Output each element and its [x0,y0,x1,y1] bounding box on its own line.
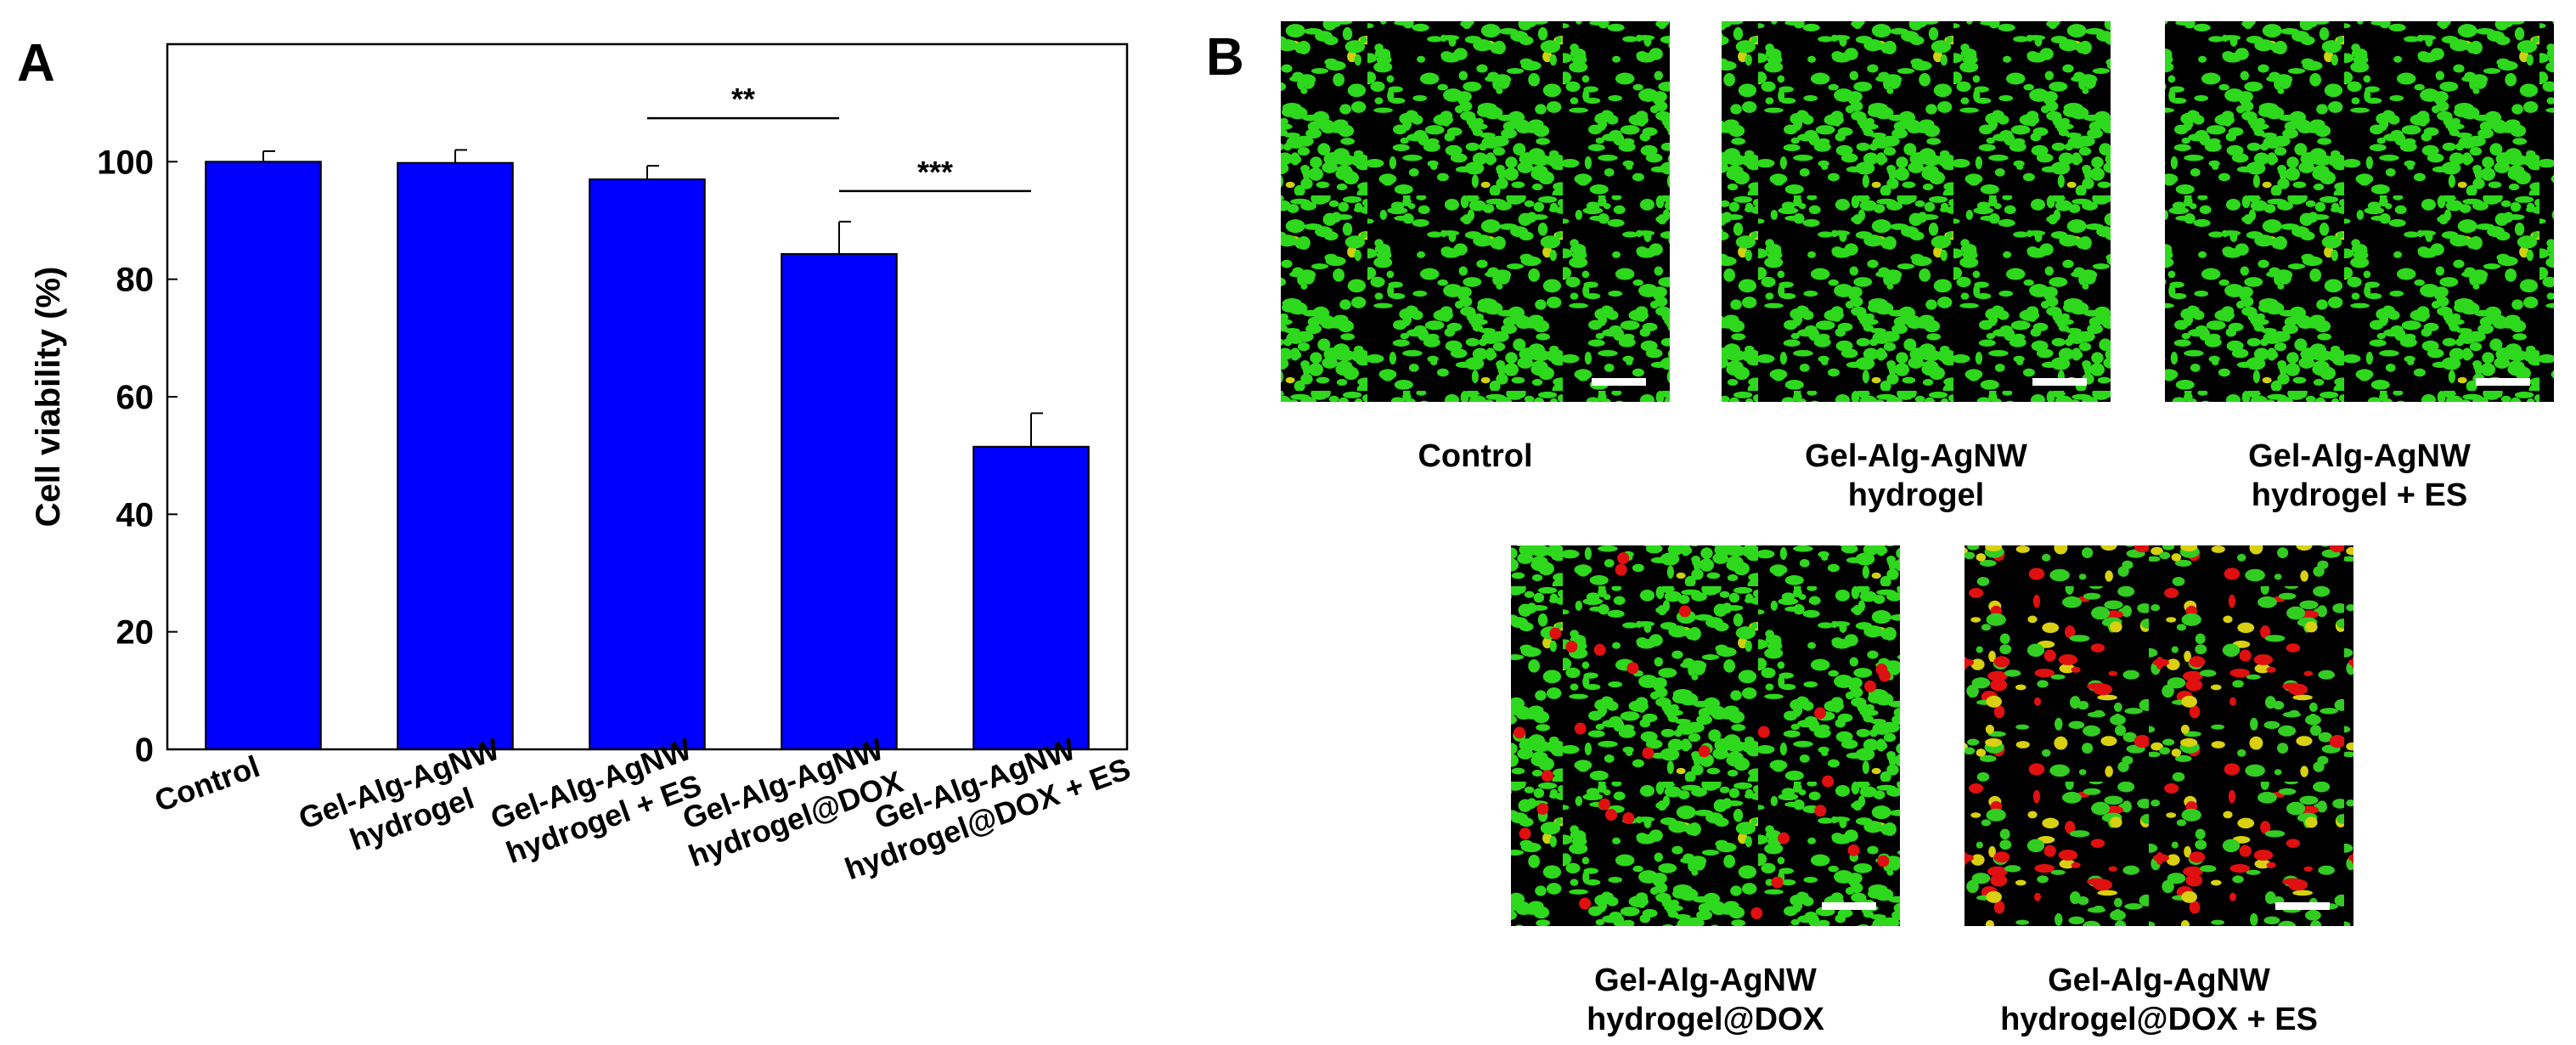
scale-bar [1592,378,1646,386]
dead-cell [1771,876,1784,889]
image-label: Control [1418,438,1532,474]
dead-cell [1519,828,1531,840]
dead-cell [1549,627,1562,640]
dead-cell [1565,641,1578,653]
y-tick-label: 20 [116,614,155,652]
y-tick-label: 0 [135,732,154,769]
significance-label: *** [917,155,953,189]
dead-cell [1622,812,1635,825]
image-label: Gel-Alg-AgNW [1805,438,2027,474]
dead-cell [1877,855,1890,867]
image-label: hydrogel@DOX [1587,1002,1825,1037]
dead-cell [1778,832,1790,844]
micrograph [1281,21,1670,402]
dead-cell [1813,707,1826,720]
dead-cell [1678,605,1691,618]
scale-bar [2032,378,2087,386]
scale-bar [1822,902,1876,910]
dead-cell [1536,803,1549,816]
dead-cell [1617,551,1630,564]
image-label: Gel-Alg-AgNW [2248,438,2471,474]
dead-cell [1626,662,1639,675]
dead-cell [1847,844,1860,856]
dead-cell [1875,664,1888,676]
x-tick-label: Control [150,748,264,818]
image-label: hydrogel@DOX + ES [2000,1002,2318,1037]
bar [781,252,898,750]
dead-cell [1698,745,1711,758]
dead-cell [1605,808,1618,821]
bar [205,161,322,751]
bar [397,161,514,750]
dead-cell [1757,726,1770,738]
image-label: Gel-Alg-AgNW [1594,963,1817,998]
dead-cell [1863,680,1876,692]
dead-cell [1513,726,1526,739]
plot-frame [166,42,1129,751]
dead-cell [1593,643,1606,656]
panel-letter: A [17,34,55,93]
micrograph [2165,21,2554,402]
y-tick-label: 60 [116,379,155,416]
dead-cell [1541,770,1553,782]
micrograph [1511,545,1900,926]
scale-bar [2275,902,2330,910]
dead-cell [1579,897,1592,910]
image-label: Gel-Alg-AgNW [2048,963,2270,998]
panel-letter: B [1206,28,1244,87]
dead-cell [1642,747,1654,760]
y-tick-label: 80 [116,262,155,299]
scale-bar [2476,378,2530,386]
significance-label: ** [731,82,755,116]
image-label: hydrogel + ES [2252,477,2467,513]
y-axis-label: Cell viability (%) [30,267,67,528]
x-tick-label-group: Control [150,748,264,818]
micrograph [1964,545,2353,926]
dead-cell [1598,798,1611,811]
y-tick-label: 100 [97,144,154,181]
bar [972,445,1090,751]
dead-cell [1822,775,1835,788]
image-label: hydrogel [1848,477,1984,513]
dead-cell [1574,722,1587,735]
micrograph [1722,21,2111,402]
dead-cell [1615,563,1627,576]
dead-cell [1814,805,1827,817]
y-tick-label: 40 [116,496,155,534]
bar [589,178,706,751]
dead-cell [1750,907,1763,919]
